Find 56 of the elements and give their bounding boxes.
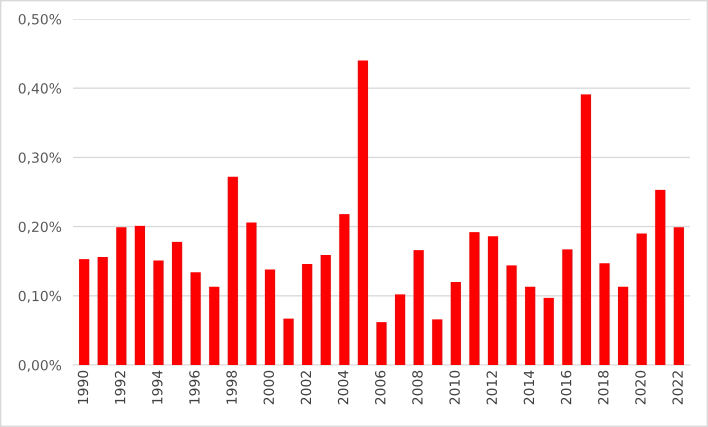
- bar: [190, 272, 201, 365]
- bar: [544, 298, 554, 365]
- bar: [79, 259, 90, 365]
- bar: [414, 250, 424, 365]
- bar: [580, 94, 592, 365]
- bar: [636, 234, 647, 365]
- bar: [116, 227, 126, 365]
- bar: [655, 190, 666, 365]
- bar: [394, 294, 406, 365]
- bar: [228, 176, 238, 365]
- x-tick-label: 1998: [226, 370, 237, 404]
- x-tick-label: 2012: [486, 371, 498, 404]
- bar: [618, 286, 628, 365]
- bar: [525, 286, 536, 365]
- bar: [264, 270, 276, 365]
- x-tick-label: 2016: [560, 370, 572, 404]
- bar: [302, 264, 312, 365]
- x-tick-label: 2010: [449, 370, 460, 404]
- bar: [488, 236, 498, 365]
- y-tick-label: 0,20%: [18, 222, 62, 234]
- bar: [283, 318, 294, 365]
- bar: [339, 214, 350, 365]
- bar: [209, 286, 220, 365]
- x-tick-label: 2000: [264, 370, 274, 404]
- bar: [432, 319, 442, 365]
- bar: [358, 60, 368, 365]
- bar: [98, 257, 108, 365]
- bar: [320, 254, 331, 365]
- bar: [450, 282, 461, 365]
- x-tick-label: 2002: [300, 371, 312, 404]
- bar: [134, 226, 146, 365]
- bar: [562, 249, 572, 365]
- bar: [376, 322, 387, 365]
- x-tick-label: 1992: [114, 371, 126, 404]
- x-tick-label: 2014: [524, 370, 534, 404]
- bar: [506, 265, 517, 365]
- bar: [469, 232, 480, 365]
- x-tick-label: 2018: [598, 370, 609, 404]
- x-tick-label: 1996: [189, 370, 200, 404]
- x-tick-label: 2006: [375, 370, 386, 404]
- y-tick-label: 0,10%: [18, 290, 62, 303]
- x-tick-label: 2004: [338, 370, 348, 404]
- bar: [246, 222, 257, 365]
- x-tick-label: 2020: [635, 370, 646, 404]
- y-tick-label: 0,50%: [18, 14, 62, 26]
- x-tick-label: 2008: [412, 370, 423, 404]
- x-tick-label: 2022: [672, 371, 683, 404]
- bar: [674, 227, 684, 365]
- x-tick-label: 1990: [78, 370, 88, 404]
- x-tick-label: 1994: [152, 370, 163, 404]
- bar: [172, 242, 182, 365]
- bar: [599, 263, 610, 365]
- y-tick-label: 0,00%: [18, 360, 62, 372]
- bar: [153, 260, 164, 365]
- y-tick-label: 0,40%: [18, 83, 62, 96]
- y-tick-label: 0,30%: [18, 152, 62, 164]
